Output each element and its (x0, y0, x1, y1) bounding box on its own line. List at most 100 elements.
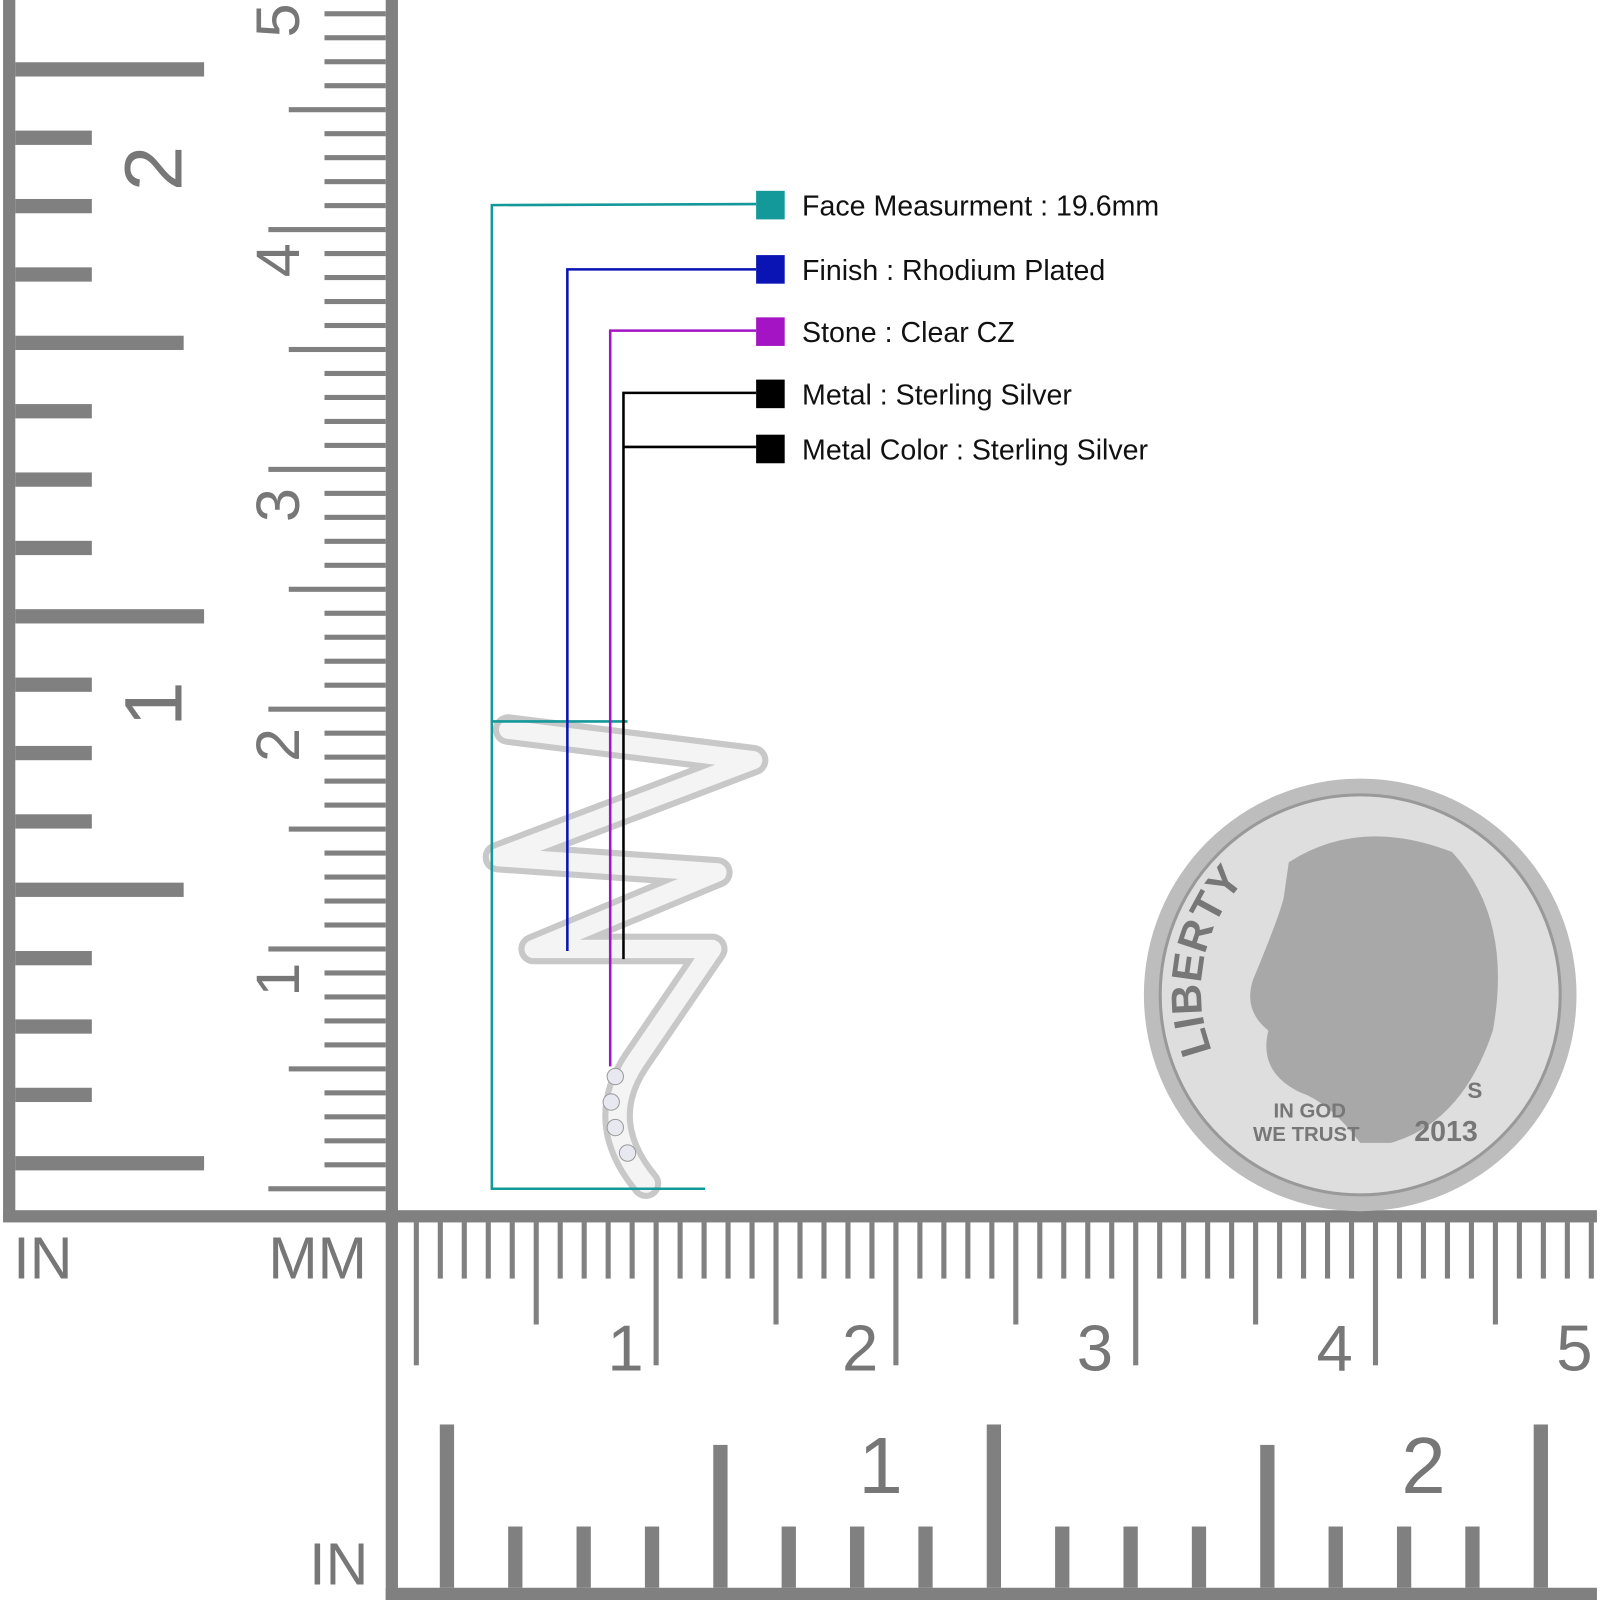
ruler-tick (485, 1222, 491, 1279)
ruler-tick (1253, 1222, 1259, 1325)
unit-label: IN (309, 1531, 368, 1598)
mm-label: 1 (607, 1311, 643, 1384)
ruler-tick (15, 745, 92, 761)
ruler-tick (1055, 1526, 1070, 1588)
ruler-tick (15, 814, 92, 829)
ruler-tick (324, 251, 386, 257)
ruler-tick (324, 298, 386, 305)
ruler-tick (605, 1222, 611, 1279)
ruler-tick (324, 730, 386, 736)
ruler-tick (1061, 1222, 1067, 1279)
ruler-tick (1260, 1444, 1275, 1588)
ruler-tick (461, 1222, 467, 1279)
ruler-tick (324, 322, 386, 329)
ruler-tick (557, 1222, 563, 1279)
ruler-tick (324, 179, 386, 185)
ruler-tick (653, 1222, 659, 1366)
ruler-tick (324, 802, 386, 808)
ruler-tick (893, 1222, 899, 1366)
ruler-tick (965, 1222, 971, 1279)
ruler-tick (1277, 1222, 1283, 1279)
ruler-tick (1396, 1222, 1403, 1279)
spec-label: Face Measurment : 19.6mm (802, 191, 1159, 223)
ruler-edge (385, 1210, 398, 1600)
ruler-tick (1133, 1222, 1139, 1366)
ruler-tick (324, 394, 386, 400)
ruler-tick (1540, 1222, 1546, 1279)
spec-swatch (756, 379, 785, 409)
ruler-tick (1348, 1222, 1355, 1279)
ruler-tick (845, 1222, 851, 1279)
ruler-tick (1013, 1222, 1019, 1325)
spec-swatch (756, 317, 785, 346)
ruler-tick (15, 62, 205, 77)
spec-list: Face Measurment : 19.6mm Finish : Rhodium… (756, 191, 1159, 467)
ruler-tick (324, 898, 386, 904)
ruler-tick (268, 227, 386, 233)
ruler-tick (288, 1066, 386, 1072)
ruler-tick (15, 267, 92, 282)
ruler-tick (324, 1090, 386, 1096)
spec-label: Metal : Sterling Silver (802, 379, 1072, 411)
ruler-tick (1301, 1222, 1307, 1279)
ruler-tick (15, 198, 92, 214)
inch-label: 2 (1401, 1421, 1445, 1510)
ruler-tick (850, 1526, 865, 1588)
ruler-tick (629, 1222, 635, 1279)
ruler-tick (1465, 1526, 1480, 1588)
ruler-edge (3, 1210, 1597, 1223)
ruler-tick (941, 1222, 947, 1279)
ruler-tick (268, 1186, 386, 1192)
unit-label: MM (268, 1225, 367, 1292)
rulers: 5 4 3 2 1 2 1 1 2 3 4 5 1 2 (3, 0, 1597, 1600)
ruler-tick (781, 1526, 796, 1588)
ruler-tick (918, 1526, 933, 1588)
ruler-tick (15, 540, 92, 556)
ruler-tick (15, 472, 92, 487)
ruler-tick (986, 1424, 1002, 1588)
portrait (1250, 836, 1498, 1143)
ruler-tick (268, 946, 386, 952)
ruler-tick (324, 155, 386, 161)
ruler-tick (324, 203, 386, 209)
ruler-tick (437, 1222, 443, 1279)
ruler-tick (324, 682, 386, 688)
ruler-tick (324, 35, 386, 41)
ruler-tick (1420, 1222, 1427, 1279)
ruler-tick (533, 1222, 539, 1325)
ruler-tick (324, 994, 386, 1000)
ruler-tick (324, 1162, 386, 1168)
ruler-tick (15, 335, 184, 350)
ruler-tick (324, 59, 386, 65)
ruler-tick (324, 514, 386, 520)
ruler-tick (1328, 1526, 1343, 1588)
ruler-tick (288, 826, 386, 832)
mm-label: 2 (842, 1311, 878, 1384)
ruler-tick (324, 754, 386, 760)
unit-label: IN (13, 1225, 72, 1292)
ruler-tick (1444, 1222, 1450, 1279)
ruler-tick (15, 1156, 205, 1171)
ruler-tick (1396, 1526, 1412, 1588)
ruler-tick (1372, 1222, 1379, 1366)
coin-year: 2013 (1414, 1116, 1478, 1148)
ruler-tick (324, 562, 386, 568)
mm-label: 3 (1077, 1311, 1113, 1384)
ruler-tick (1533, 1424, 1548, 1588)
ruler-tick (15, 1087, 92, 1103)
ruler-tick (821, 1222, 827, 1279)
ruler-tick (749, 1222, 755, 1279)
ruler-tick (677, 1222, 683, 1279)
ruler-tick (324, 922, 386, 928)
ruler-tick (324, 1114, 386, 1120)
ruler-tick (288, 346, 386, 353)
dime: LIBERTY IN GOD WE TRUST 2013 S (1143, 778, 1577, 1212)
ruler-tick (324, 778, 386, 784)
inch-label: 1 (858, 1421, 902, 1510)
ruler-tick (324, 1042, 386, 1048)
ruler-tick (324, 970, 386, 976)
ruler-tick (1085, 1222, 1091, 1279)
ruler-tick (701, 1222, 707, 1279)
spec-label: Stone : Clear CZ (802, 317, 1015, 349)
